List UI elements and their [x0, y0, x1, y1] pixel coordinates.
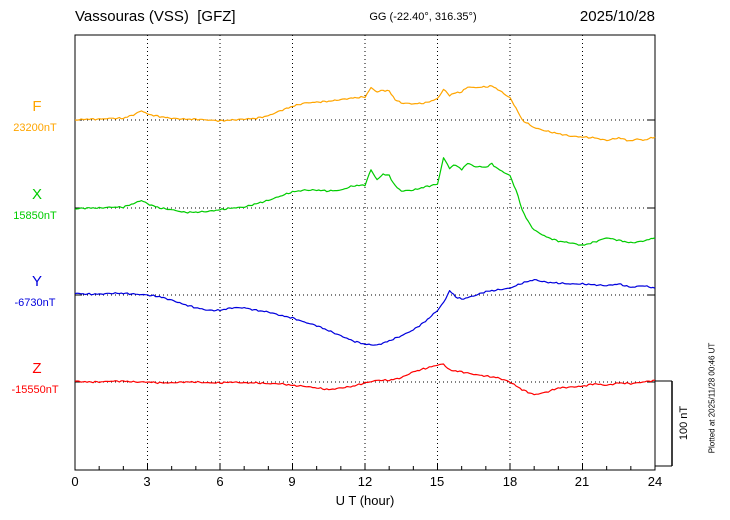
baseline-value-Z: -15550nT — [11, 384, 59, 396]
gg-coordinates: GG (-22.40°, 316.35°) — [369, 11, 477, 23]
station-title: Vassouras (VSS) [GFZ] — [75, 8, 236, 25]
x-tick-label-15: 15 — [429, 474, 445, 489]
baseline-value-F: 23200nT — [13, 122, 57, 134]
baseline-value-Y: -6730nT — [14, 297, 56, 309]
component-label-Z: Z — [32, 360, 42, 377]
component-label-Y: Y — [31, 273, 42, 290]
x-axis-label: U T (hour) — [335, 493, 395, 508]
trace-Y — [74, 279, 656, 346]
scale-bar-label: 100 nT — [678, 405, 690, 441]
x-tick-label-9: 9 — [288, 474, 296, 489]
trace-F — [74, 84, 656, 142]
x-tick-label-3: 3 — [143, 474, 151, 489]
component-label-F: F — [32, 98, 42, 115]
x-tick-label-6: 6 — [216, 474, 224, 489]
baseline-value-X: 15850nT — [13, 210, 57, 222]
x-tick-label-21: 21 — [574, 474, 590, 489]
trace-Z — [74, 363, 656, 396]
x-tick-label-18: 18 — [502, 474, 518, 489]
plotted-timestamp: Plotted at 2025/11/28 00:46 UT — [707, 342, 717, 454]
x-tick-label-0: 0 — [71, 474, 79, 489]
component-label-X: X — [31, 186, 42, 203]
trace-X — [74, 157, 656, 246]
x-tick-label-12: 12 — [357, 474, 373, 489]
plot-date: 2025/10/28 — [579, 8, 655, 25]
x-tick-label-24: 24 — [647, 474, 663, 489]
plot-frame — [74, 34, 656, 471]
